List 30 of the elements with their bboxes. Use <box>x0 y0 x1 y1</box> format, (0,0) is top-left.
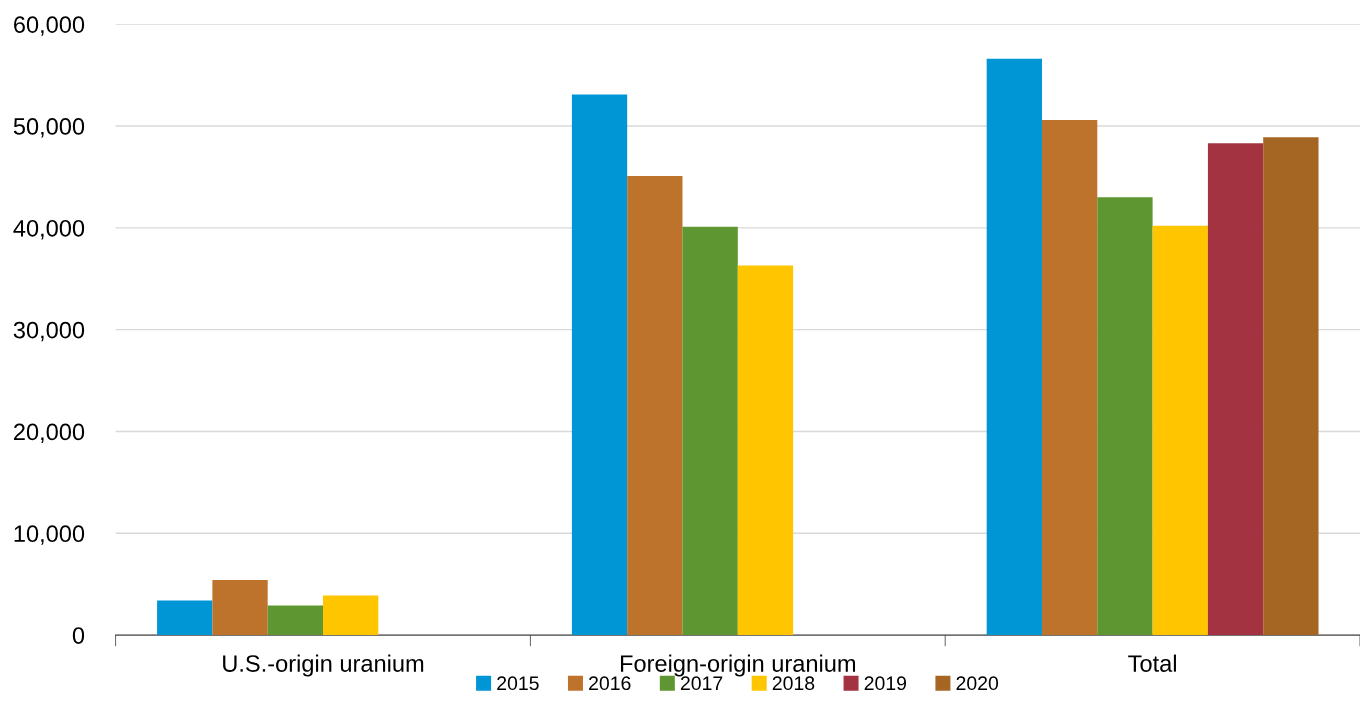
x-tick-label: Foreign-origin uranium <box>620 654 856 677</box>
legend-label: 2015 <box>497 676 539 691</box>
y-tick-label: 60,000 <box>14 16 85 36</box>
y-tick-label: 50,000 <box>13 118 85 138</box>
bar <box>682 226 738 636</box>
bar <box>267 605 323 636</box>
y-tick-label: 10,000 <box>14 525 85 545</box>
legend-label: 2019 <box>864 676 907 691</box>
bar <box>1097 197 1153 636</box>
bar <box>212 580 268 636</box>
legend-label: 2018 <box>772 676 815 691</box>
bar <box>986 58 1042 636</box>
legend-label: 2016 <box>589 676 631 691</box>
x-tick-label: U.S.-origin uranium <box>223 654 424 677</box>
y-tick-label: 0 <box>72 627 85 644</box>
bar <box>1152 225 1208 636</box>
bar <box>1207 143 1264 636</box>
legend-label: 2020 <box>956 676 999 691</box>
bar <box>571 94 628 636</box>
bar <box>627 175 683 636</box>
bar <box>323 595 379 636</box>
y-tick-label: 40,000 <box>13 219 85 240</box>
bar <box>157 600 213 636</box>
y-tick-label: 20,000 <box>14 423 85 444</box>
y-tick-label: 30,000 <box>13 321 85 342</box>
bar <box>1263 137 1319 636</box>
legend-label: 2017 <box>680 676 723 691</box>
x-tick-label: Total <box>1128 654 1176 672</box>
bar <box>737 265 794 636</box>
bar <box>1041 119 1098 636</box>
